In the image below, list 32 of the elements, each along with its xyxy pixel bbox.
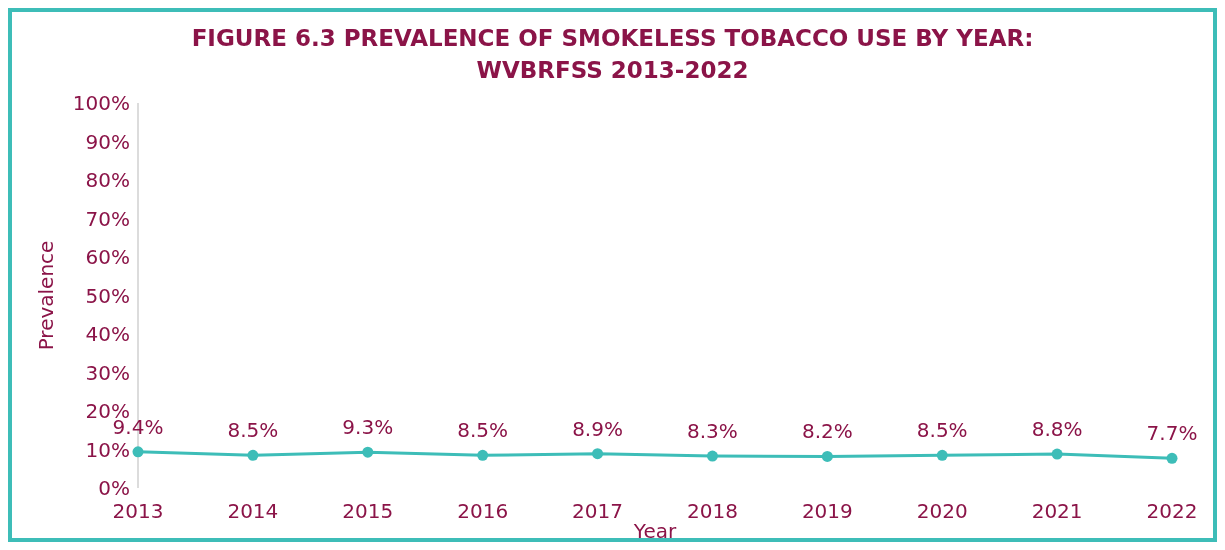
x-tick-label: 2017 — [572, 499, 624, 523]
data-label: 8.2% — [801, 419, 853, 444]
x-tick-label: 2020 — [916, 499, 968, 523]
x-tick-label: 2013 — [112, 499, 164, 523]
data-label: 8.8% — [1031, 417, 1083, 442]
y-tick-label: 100% — [72, 91, 130, 115]
y-tick-label: 90% — [85, 129, 130, 154]
data-label: 9.3% — [342, 415, 394, 440]
y-tick-label: 80% — [85, 168, 130, 192]
y-tick-label: 30% — [85, 360, 130, 385]
y-tick-label: 60% — [85, 245, 130, 269]
chart-title: FIGURE 6.3 PREVALENCE OF SMOKELESS TOBACCO USE BY YEAR: WVBRFSS 2013-2022 — [191, 25, 1034, 83]
data-label: 7.7% — [1146, 421, 1198, 446]
data-label: 8.5% — [227, 418, 279, 443]
x-tick-label: 2022 — [1146, 499, 1198, 523]
data-label: 8.3% — [687, 419, 738, 444]
x-tick-label: 2019 — [801, 499, 853, 523]
y-tick-label: 0% — [98, 476, 130, 500]
x-tick-label: 2015 — [342, 499, 394, 523]
y-tick-label: 10% — [85, 437, 130, 462]
y-tick-label: 70% — [85, 206, 130, 231]
data-label: 8.5% — [457, 418, 509, 443]
x-tick-label: 2018 — [686, 499, 738, 523]
y-axis-title: Prevalence — [34, 240, 58, 351]
x-tick-label: 2021 — [1031, 499, 1083, 523]
y-tick-label: 50% — [85, 283, 130, 308]
x-axis-title: Year — [632, 519, 677, 543]
x-tick-label: 2016 — [457, 499, 509, 523]
y-tick-label: 40% — [85, 322, 130, 346]
data-label: 8.9% — [572, 416, 623, 441]
x-tick-label: 2014 — [227, 499, 279, 523]
data-label: 8.5% — [916, 418, 968, 443]
